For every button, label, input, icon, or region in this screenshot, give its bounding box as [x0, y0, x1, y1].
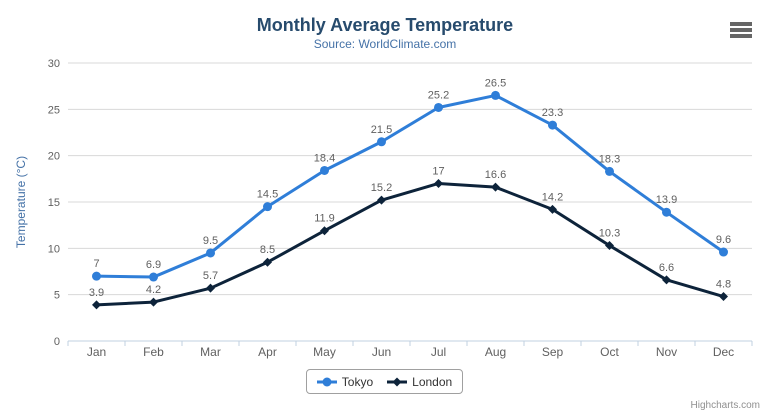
data-label: 14.2: [542, 191, 563, 203]
data-point-marker[interactable]: [662, 207, 671, 217]
hamburger-icon: [730, 34, 752, 38]
data-label: 25.2: [428, 89, 449, 101]
data-point-marker[interactable]: [320, 226, 329, 236]
legend-item-london[interactable]: London: [387, 375, 452, 389]
chart-title: Monthly Average Temperature: [257, 15, 513, 35]
data-label: 4.2: [146, 284, 161, 296]
data-point-marker[interactable]: [149, 297, 158, 307]
data-label: 9.6: [716, 234, 731, 246]
data-label: 10.3: [599, 228, 620, 240]
data-point-marker[interactable]: [434, 178, 443, 188]
data-point-marker[interactable]: [719, 292, 728, 302]
data-point-marker[interactable]: [263, 202, 272, 212]
x-tick-label: Nov: [656, 345, 677, 359]
data-point-marker[interactable]: [263, 257, 272, 267]
data-label: 9.5: [203, 235, 218, 247]
data-point-marker[interactable]: [149, 272, 158, 282]
data-label: 18.3: [599, 153, 620, 165]
x-tick-label: Sep: [542, 345, 564, 359]
data-label: 17: [432, 165, 444, 177]
data-point-marker[interactable]: [491, 182, 500, 192]
data-point-marker[interactable]: [377, 137, 386, 147]
hamburger-icon: [730, 22, 752, 26]
legend: Tokyo London: [0, 369, 769, 394]
x-axis: [67, 340, 753, 346]
data-point-marker[interactable]: [605, 166, 614, 176]
y-axis-title: Temperature (°C): [14, 156, 28, 248]
tokyo-series-marker-icon: [316, 377, 337, 386]
x-axis-labels: Jan Feb Mar Apr May Jun Jul Aug Sep Oct Nov Dec: [87, 345, 734, 359]
x-tick-label: Dec: [713, 345, 734, 359]
data-point-marker[interactable]: [491, 90, 500, 100]
data-point-marker[interactable]: [92, 271, 101, 281]
data-label: 6.6: [659, 262, 674, 274]
chart-subtitle[interactable]: Source: WorldClimate.com: [314, 37, 457, 51]
data-point-marker[interactable]: [548, 120, 557, 130]
data-label: 3.9: [89, 287, 104, 299]
london-series-marker-icon: [387, 377, 408, 386]
data-label: 23.3: [542, 107, 563, 119]
data-label: 11.9: [314, 213, 335, 225]
y-tick-label: 0: [54, 336, 60, 348]
data-point-marker[interactable]: [206, 248, 215, 258]
series-group: 7 6.9 9.5 14.5 18.4 21.5 25.2 26.5 23.3 18.3 13.9 9…: [89, 77, 731, 310]
data-label: 15.2: [371, 182, 392, 194]
data-point-marker[interactable]: [548, 204, 557, 214]
x-tick-label: Feb: [143, 345, 164, 359]
x-tick-label: Aug: [485, 345, 506, 359]
y-tick-label: 25: [48, 104, 60, 116]
legend-label: London: [412, 374, 453, 389]
series-line: [95, 181, 725, 307]
data-point-marker[interactable]: [434, 102, 443, 112]
data-point-marker[interactable]: [605, 241, 614, 251]
x-tick-label: Apr: [258, 345, 277, 359]
data-point-marker[interactable]: [92, 300, 101, 310]
x-tick-label: Jul: [431, 345, 446, 359]
data-point-marker[interactable]: [662, 275, 671, 285]
data-label: 16.6: [485, 169, 506, 181]
y-tick-label: 30: [48, 58, 60, 70]
data-label: 5.7: [203, 270, 218, 282]
x-tick-label: Jun: [372, 345, 391, 359]
data-label: 26.5: [485, 77, 506, 89]
data-label: 13.9: [656, 194, 677, 206]
data-label: 18.4: [314, 152, 335, 164]
data-label: 7: [93, 258, 99, 270]
data-label: 8.5: [260, 244, 275, 256]
data-label: 4.8: [716, 279, 731, 291]
data-point-marker[interactable]: [719, 247, 728, 257]
y-tick-label: 10: [48, 243, 60, 255]
x-tick-label: May: [313, 345, 336, 359]
y-tick-label: 20: [48, 151, 60, 163]
series-line: [95, 93, 725, 279]
x-tick-label: Oct: [600, 345, 619, 359]
data-label: 21.5: [371, 124, 392, 136]
legend-box: Tokyo London: [305, 369, 464, 394]
data-point-marker[interactable]: [377, 195, 386, 205]
legend-label: Tokyo: [341, 374, 374, 389]
context-menu-button[interactable]: [730, 22, 752, 38]
series-london: 3.9 4.2 5.7 8.5 11.9 15.2 17 16.6 14.2 10.3 6.6 4.8: [89, 165, 731, 310]
series-tokyo: 7 6.9 9.5 14.5 18.4 21.5 25.2 26.5 23.3 18.3 13.9 9…: [92, 77, 731, 282]
y-tick-label: 5: [54, 290, 60, 302]
credits-link[interactable]: Highcharts.com: [691, 400, 760, 411]
data-label: 14.5: [257, 189, 278, 201]
y-axis-labels: 0 5 10 15 20 25 30: [48, 58, 60, 348]
hamburger-icon: [730, 28, 752, 32]
legend-item-tokyo[interactable]: Tokyo: [316, 374, 374, 389]
y-tick-label: 15: [48, 197, 60, 209]
data-label: 6.9: [146, 259, 161, 271]
x-tick-label: Mar: [200, 345, 221, 359]
data-point-marker[interactable]: [206, 283, 215, 293]
data-point-marker[interactable]: [320, 165, 329, 175]
x-tick-label: Jan: [87, 345, 106, 359]
